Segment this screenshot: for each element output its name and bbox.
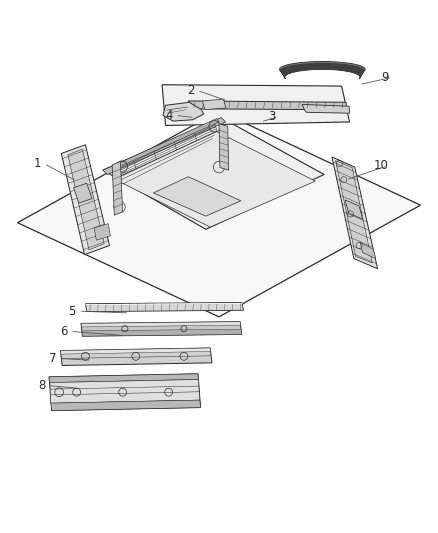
- Polygon shape: [113, 118, 219, 169]
- Polygon shape: [162, 85, 350, 125]
- Polygon shape: [336, 160, 372, 263]
- Polygon shape: [82, 329, 242, 336]
- Polygon shape: [103, 118, 324, 229]
- Polygon shape: [18, 111, 420, 317]
- Polygon shape: [153, 177, 241, 216]
- Polygon shape: [60, 348, 211, 354]
- Polygon shape: [49, 374, 201, 410]
- Polygon shape: [94, 223, 110, 240]
- Polygon shape: [188, 101, 347, 110]
- Polygon shape: [163, 102, 204, 121]
- Polygon shape: [60, 348, 212, 366]
- Text: 2: 2: [187, 84, 194, 97]
- Text: 3: 3: [268, 110, 275, 123]
- Text: 5: 5: [69, 305, 76, 318]
- Polygon shape: [202, 99, 226, 110]
- Text: 7: 7: [49, 352, 57, 365]
- Polygon shape: [61, 145, 110, 255]
- Text: 9: 9: [381, 71, 389, 84]
- Polygon shape: [49, 374, 198, 383]
- Polygon shape: [51, 400, 201, 410]
- Polygon shape: [360, 243, 376, 259]
- Polygon shape: [103, 118, 226, 174]
- Polygon shape: [114, 132, 315, 227]
- Polygon shape: [74, 183, 92, 203]
- Polygon shape: [112, 161, 123, 215]
- Text: 1: 1: [33, 157, 41, 170]
- Polygon shape: [50, 379, 200, 403]
- Polygon shape: [332, 157, 378, 269]
- Polygon shape: [85, 302, 244, 312]
- Polygon shape: [81, 322, 240, 327]
- Polygon shape: [279, 61, 365, 79]
- Polygon shape: [81, 322, 242, 336]
- Text: 6: 6: [60, 325, 67, 338]
- Text: 4: 4: [165, 109, 173, 122]
- Polygon shape: [219, 124, 229, 170]
- Polygon shape: [302, 104, 350, 113]
- Polygon shape: [68, 149, 104, 250]
- Text: 8: 8: [38, 379, 45, 392]
- Text: 10: 10: [374, 159, 389, 172]
- Polygon shape: [345, 200, 363, 219]
